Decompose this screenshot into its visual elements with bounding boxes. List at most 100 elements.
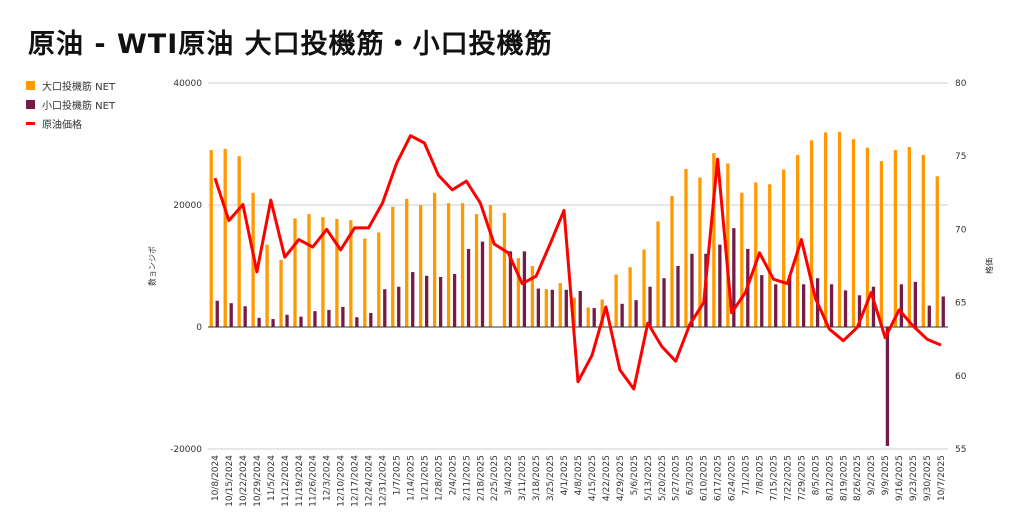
- x-tick-label: 3/4/2025: [504, 455, 514, 495]
- bar-small-speculators: [718, 244, 722, 327]
- bar-small-speculators: [564, 289, 568, 327]
- bar-large-speculators: [726, 163, 730, 327]
- bar-small-speculators: [885, 327, 890, 446]
- legend-label-small: 小口投機筋 NET: [42, 101, 116, 112]
- x-tick-label: 4/1/2025: [560, 455, 570, 495]
- y2-tick-label: 65: [955, 299, 966, 309]
- bar-small-speculators: [648, 286, 652, 327]
- y-axis-title: 数ョンジポ: [147, 246, 157, 286]
- x-tick-label: 9/2/2025: [867, 455, 877, 495]
- bar-small-speculators: [369, 312, 373, 327]
- y-tick-label: 0: [196, 323, 202, 333]
- x-tick-label: 9/30/2025: [923, 455, 933, 501]
- bar-small-speculators: [425, 275, 429, 327]
- bar-small-speculators: [592, 308, 596, 327]
- bar-large-speculators: [474, 214, 479, 327]
- bar-large-speculators: [223, 148, 227, 327]
- x-tick-label: 1/28/2025: [434, 455, 444, 501]
- bar-large-speculators: [935, 176, 939, 327]
- bar-large-speculators: [921, 154, 925, 327]
- bar-large-speculators: [656, 221, 660, 327]
- bar-small-speculators: [662, 278, 666, 327]
- bar-small-speculators: [327, 309, 331, 327]
- bar-small-speculators: [271, 319, 275, 327]
- bar-large-speculators: [823, 132, 828, 327]
- bar-small-speculators: [676, 266, 680, 327]
- bar-large-speculators: [432, 192, 437, 327]
- x-tick-label: 9/9/2025: [881, 455, 891, 495]
- x-tick-label: 8/5/2025: [811, 455, 821, 495]
- x-tick-label: 8/26/2025: [853, 455, 863, 501]
- bar-large-speculators: [768, 184, 772, 327]
- bar-small-speculators: [941, 296, 945, 327]
- x-tick-label: 7/29/2025: [797, 455, 807, 501]
- legend-label-large: 大口投機筋 NET: [42, 82, 116, 93]
- bar-large-speculators: [740, 192, 744, 327]
- bar-large-speculators: [907, 147, 911, 327]
- x-tick-label: 2/11/2025: [462, 455, 472, 501]
- bar-large-speculators: [377, 232, 381, 327]
- y2-axis-title: 格価: [984, 258, 994, 274]
- bar-small-speculators: [257, 317, 261, 327]
- bar-large-speculators: [600, 299, 604, 327]
- x-tick-label: 4/15/2025: [588, 455, 598, 501]
- y2-tick-label: 75: [955, 152, 966, 162]
- bar-large-speculators: [335, 219, 339, 327]
- x-tick-label: 3/25/2025: [546, 455, 556, 501]
- bar-large-speculators: [293, 218, 297, 327]
- bar-small-speculators: [913, 281, 917, 327]
- bar-large-speculators: [851, 139, 856, 327]
- x-tick-label: 5/6/2025: [630, 455, 640, 495]
- bar-large-speculators: [419, 205, 423, 327]
- bar-small-speculators: [857, 295, 862, 327]
- bar-small-speculators: [299, 316, 303, 327]
- y-tick-label: 20000: [173, 201, 202, 211]
- bar-large-speculators: [363, 238, 367, 327]
- bar-large-speculators: [516, 258, 521, 327]
- bar-large-speculators: [893, 150, 898, 327]
- x-tick-label: 7/8/2025: [756, 455, 766, 495]
- bar-large-speculators: [558, 283, 562, 327]
- bar-large-speculators: [265, 244, 269, 327]
- x-tick-label: 12/3/2024: [323, 455, 333, 501]
- chart-title: 原油 - WTI原油 大口投機筋・小口投機筋: [28, 29, 553, 60]
- bar-large-speculators: [782, 169, 786, 327]
- bar-large-speculators: [209, 150, 213, 327]
- y2-tick-label: 80: [955, 79, 967, 89]
- bar-large-speculators: [754, 182, 758, 327]
- x-tick-label: 5/13/2025: [644, 455, 654, 501]
- bar-small-speculators: [899, 284, 904, 327]
- bar-large-speculators: [712, 153, 716, 327]
- x-tick-label: 6/10/2025: [700, 455, 710, 501]
- bar-large-speculators: [572, 297, 576, 327]
- bar-large-speculators: [349, 220, 353, 327]
- legend-item-oil-price[interactable]: 原油価格: [26, 114, 115, 133]
- bar-small-speculators: [341, 306, 345, 327]
- bar-small-speculators: [801, 284, 806, 327]
- bar-small-speculators: [355, 317, 359, 327]
- x-tick-label: 12/31/2024: [379, 455, 389, 507]
- bar-large-speculators: [698, 177, 702, 327]
- x-tick-label: 2/18/2025: [476, 455, 486, 501]
- x-tick-label: 5/20/2025: [658, 455, 668, 501]
- bar-small-speculators: [229, 303, 233, 327]
- x-tick-label: 8/19/2025: [839, 455, 849, 501]
- bar-small-speculators: [243, 306, 247, 327]
- bar-small-speculators: [843, 290, 848, 327]
- bar-small-speculators: [383, 289, 387, 327]
- x-tick-label: 9/16/2025: [895, 455, 905, 501]
- y2-tick-label: 70: [955, 225, 967, 235]
- bar-small-speculators: [452, 273, 457, 327]
- bar-small-speculators: [522, 251, 527, 327]
- y-tick-label: 40000: [173, 79, 202, 89]
- x-tick-label: 6/17/2025: [714, 455, 724, 501]
- x-tick-label: 8/12/2025: [825, 455, 835, 501]
- legend-item-small-speculators[interactable]: 小口投機筋 NET: [26, 95, 115, 114]
- legend-item-large-speculators[interactable]: 大口投機筋 NET: [26, 76, 115, 95]
- bar-small-speculators: [438, 276, 443, 327]
- legend-swatch-large: [26, 81, 35, 90]
- bar-small-speculators: [732, 228, 736, 327]
- x-tick-label: 12/24/2024: [365, 455, 375, 507]
- bar-small-speculators: [550, 289, 554, 327]
- bar-small-speculators: [397, 286, 401, 327]
